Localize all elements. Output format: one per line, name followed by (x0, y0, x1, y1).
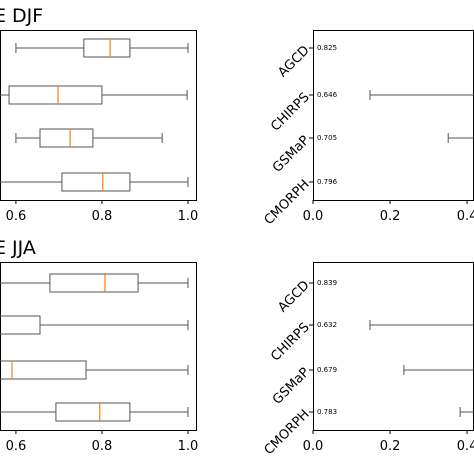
annotation: 0.705 (317, 134, 337, 142)
x-tick-label: 0.0 (303, 439, 324, 454)
annotation: 0.839 (317, 279, 337, 287)
y-tick-label: AGCD (275, 278, 312, 315)
x-tick-label: 0.6 (6, 439, 27, 454)
x-tick-label: 0.2 (380, 209, 401, 224)
y-tick-label: CHIRPS (268, 90, 312, 134)
boxes (0, 38, 189, 192)
box (49, 273, 139, 293)
panel-title: E DJF (0, 5, 43, 27)
x-tick-label: 0.4 (457, 209, 474, 224)
annotation: 0.646 (317, 91, 338, 99)
panel-title: E JJA (0, 237, 36, 259)
x-tick-label: 1.0 (178, 209, 199, 224)
box (39, 128, 94, 148)
y-tick-label: CHIRPS (268, 320, 312, 364)
box (61, 172, 131, 192)
box (55, 402, 131, 422)
x-tick-label: 0.6 (6, 209, 27, 224)
x-tick-label: 0.8 (92, 439, 113, 454)
annotation: 0.796 (317, 178, 338, 186)
x-tick-label: 0.2 (380, 439, 401, 454)
y-tick-label: AGCD (275, 43, 312, 80)
annotation: 0.783 (317, 408, 337, 416)
annotation: 0.632 (317, 321, 337, 329)
x-tick-label: 0.8 (92, 209, 113, 224)
boxes (0, 273, 189, 422)
x-tick-label: 0.0 (303, 209, 324, 224)
x-tick-label: 1.0 (178, 439, 199, 454)
annotation: 0.679 (317, 366, 337, 374)
annotation: 0.825 (317, 44, 337, 52)
plot-frame (313, 262, 474, 431)
x-tick-label: 0.4 (457, 439, 474, 454)
plot-frame (0, 262, 197, 431)
plot-frame (0, 30, 197, 201)
y-tick-label: GSMaP (270, 365, 313, 408)
box (83, 38, 131, 58)
box (8, 85, 103, 105)
box (0, 315, 41, 335)
box (0, 360, 87, 380)
plot-frame (313, 30, 474, 201)
y-tick-label: GSMaP (270, 133, 313, 176)
